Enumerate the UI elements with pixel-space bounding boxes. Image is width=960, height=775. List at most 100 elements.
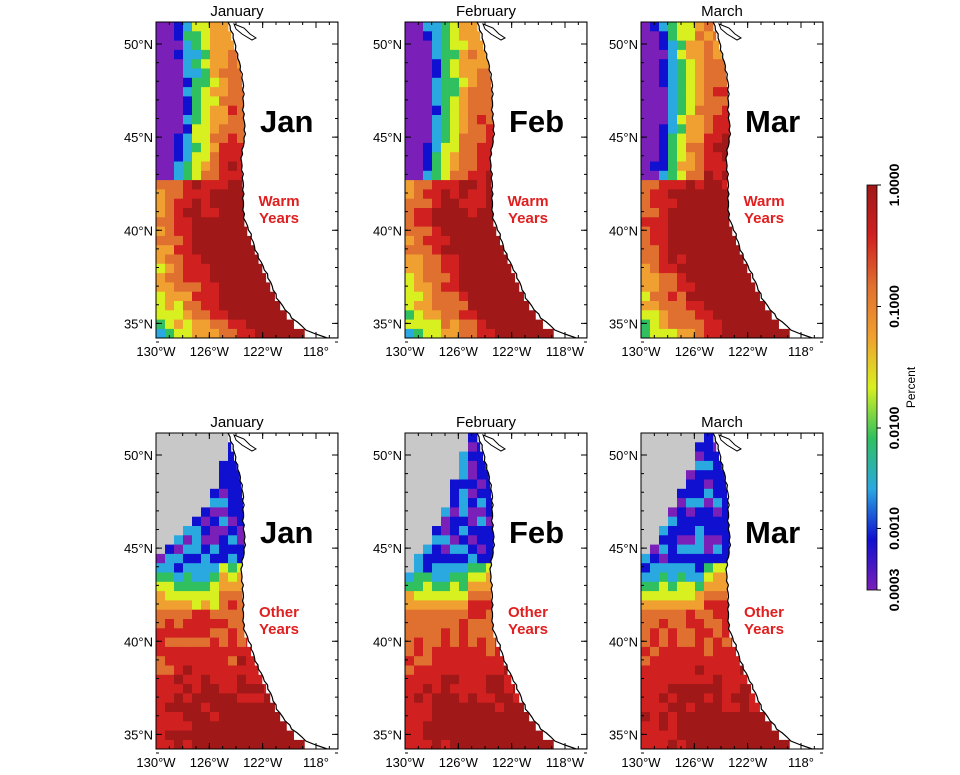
data-cell bbox=[522, 319, 532, 330]
data-cell bbox=[423, 124, 433, 134]
data-cell bbox=[423, 170, 433, 181]
data-cell bbox=[477, 684, 487, 694]
data-cell bbox=[486, 263, 496, 274]
data-cell bbox=[156, 208, 166, 218]
data-cell bbox=[686, 470, 696, 480]
data-cell bbox=[441, 254, 451, 265]
data-cell bbox=[237, 161, 243, 172]
data-cell bbox=[713, 87, 723, 97]
data-cell bbox=[468, 217, 478, 227]
lat-tick-label: 45°N bbox=[124, 541, 153, 556]
data-cell bbox=[432, 245, 442, 255]
data-cell bbox=[273, 301, 281, 311]
data-cell bbox=[749, 702, 759, 713]
data-cell bbox=[432, 665, 442, 676]
data-cell bbox=[641, 739, 651, 749]
lon-tick-label: 130°W bbox=[385, 344, 425, 359]
data-cell bbox=[650, 646, 660, 657]
lat-tick-label: 35°N bbox=[609, 727, 638, 742]
data-cell bbox=[441, 273, 451, 283]
data-cell bbox=[713, 59, 723, 69]
data-cell bbox=[441, 609, 451, 620]
data-cell bbox=[201, 31, 211, 41]
data-cell bbox=[228, 488, 238, 499]
data-cell bbox=[459, 31, 469, 41]
data-cell bbox=[704, 319, 714, 330]
data-cell bbox=[486, 488, 492, 499]
data-cell bbox=[156, 77, 166, 88]
data-cell bbox=[228, 460, 237, 471]
data-cell bbox=[183, 282, 193, 293]
data-cell bbox=[668, 96, 678, 107]
data-cell bbox=[414, 282, 424, 293]
data-cell bbox=[441, 572, 451, 583]
data-cell bbox=[228, 291, 238, 302]
data-cell bbox=[450, 291, 460, 302]
data-cell bbox=[423, 433, 433, 443]
data-cell bbox=[758, 328, 768, 338]
group-label-line2: Years bbox=[508, 210, 548, 227]
data-cell bbox=[495, 245, 504, 255]
data-cell bbox=[237, 96, 244, 107]
data-cell bbox=[228, 301, 238, 311]
data-cell bbox=[201, 301, 211, 311]
data-cell bbox=[405, 217, 415, 227]
data-cell bbox=[704, 235, 714, 246]
data-cell bbox=[677, 451, 687, 462]
data-cell bbox=[459, 488, 469, 499]
data-cell bbox=[695, 684, 705, 694]
data-cell bbox=[486, 572, 492, 583]
data-cell bbox=[704, 152, 714, 162]
data-cell bbox=[731, 739, 741, 749]
data-cell bbox=[165, 49, 175, 60]
data-cell bbox=[423, 563, 433, 573]
data-cell bbox=[228, 282, 238, 293]
data-cell bbox=[432, 198, 442, 209]
data-cell bbox=[686, 544, 696, 555]
data-cell bbox=[450, 591, 460, 601]
data-cell bbox=[219, 40, 229, 51]
group-label-line2: Years bbox=[259, 621, 299, 638]
data-cell bbox=[156, 433, 166, 443]
data-cell bbox=[423, 442, 433, 452]
data-cell bbox=[201, 730, 211, 741]
data-cell bbox=[405, 488, 415, 499]
data-cell bbox=[659, 684, 669, 694]
data-cell bbox=[414, 68, 424, 79]
data-cell bbox=[522, 702, 524, 713]
data-cell bbox=[423, 59, 433, 69]
data-cell bbox=[686, 319, 696, 330]
data-cell bbox=[650, 133, 660, 144]
data-cell bbox=[668, 572, 678, 583]
data-cell bbox=[659, 68, 669, 79]
data-cell bbox=[468, 142, 478, 153]
data-cell bbox=[201, 721, 211, 731]
data-cell bbox=[641, 31, 651, 41]
data-cell bbox=[486, 479, 491, 490]
data-cell bbox=[165, 600, 175, 611]
data-cell bbox=[668, 581, 678, 592]
data-cell bbox=[183, 442, 193, 452]
data-cell bbox=[641, 152, 651, 162]
data-cell bbox=[237, 254, 247, 265]
data-cell bbox=[255, 254, 259, 265]
data-cell bbox=[704, 544, 714, 555]
data-cell bbox=[192, 96, 202, 107]
data-cell bbox=[477, 133, 487, 144]
data-cell bbox=[459, 600, 469, 611]
data-cell bbox=[450, 208, 460, 218]
data-cell bbox=[210, 433, 220, 443]
data-cell bbox=[201, 105, 211, 116]
data-cell bbox=[740, 254, 744, 265]
data-cell bbox=[686, 637, 696, 648]
data-cell bbox=[174, 507, 184, 518]
data-cell bbox=[237, 77, 243, 88]
data-cell bbox=[237, 133, 245, 144]
data-cell bbox=[237, 328, 247, 338]
data-cell bbox=[704, 553, 714, 564]
data-cell bbox=[459, 273, 469, 283]
data-cell bbox=[459, 310, 469, 320]
coastline bbox=[712, 433, 823, 749]
data-cell bbox=[441, 535, 451, 545]
